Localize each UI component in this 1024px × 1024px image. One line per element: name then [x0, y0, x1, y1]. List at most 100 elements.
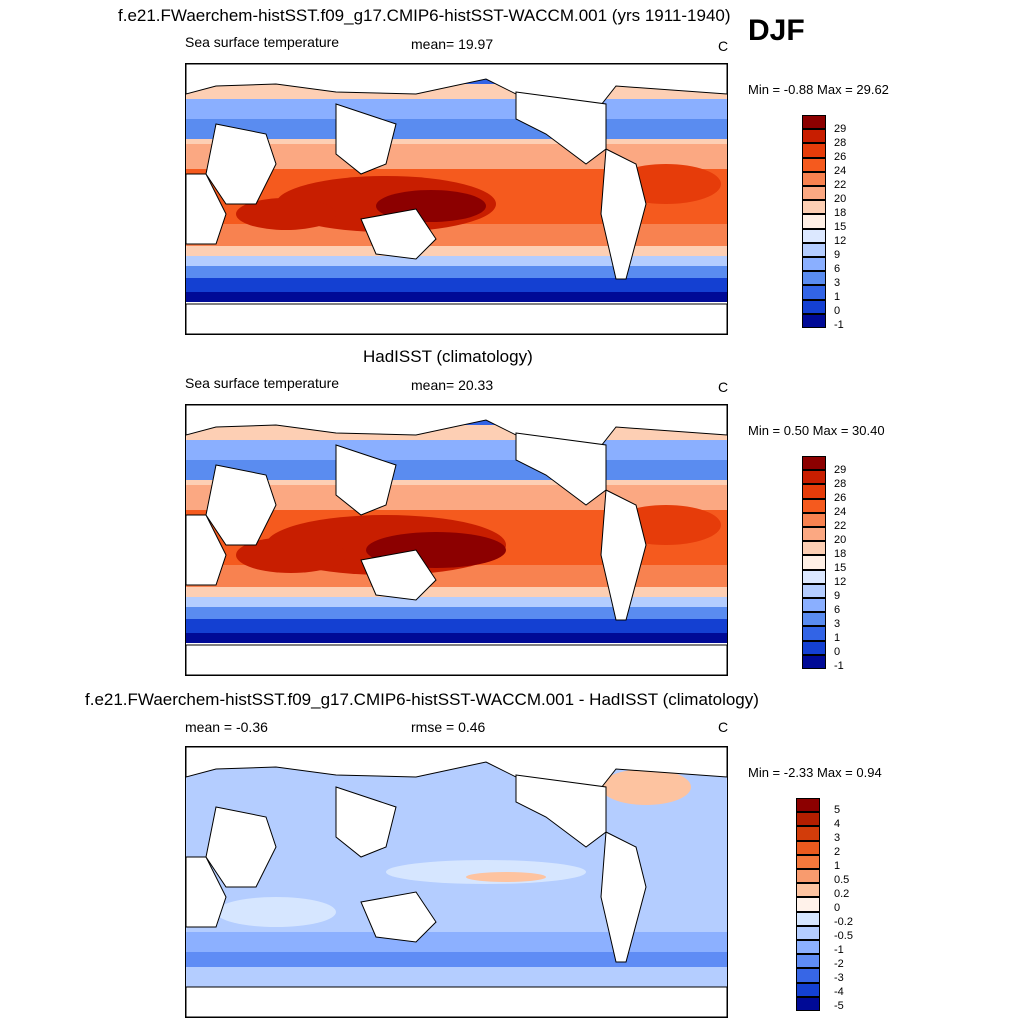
panel2-level-label: 29	[834, 464, 847, 476]
panel2-swatch	[802, 512, 826, 527]
panel2-level-label: 26	[834, 492, 847, 504]
panel2-level-label: 1	[834, 632, 841, 644]
panel3-diff-map	[185, 746, 728, 1018]
panel2-swatch	[802, 626, 826, 641]
panel2-level-label: 15	[834, 562, 847, 574]
panel1-level-label: 20	[834, 193, 847, 205]
panel2-variable-label: Sea surface temperature	[185, 375, 340, 391]
panel2-swatch	[802, 598, 826, 613]
panel3-swatch	[796, 826, 820, 841]
panel1-swatch	[802, 313, 826, 328]
panel2-swatch	[802, 470, 826, 485]
panel3-level-label: 5	[834, 804, 841, 816]
panel3-mean-label: mean = -0.36	[185, 719, 268, 735]
panel3-level-label: -0.5	[834, 930, 853, 942]
panel3-swatch	[796, 968, 820, 983]
panel1-swatch	[802, 257, 826, 272]
panel1-level-label: 28	[834, 137, 847, 149]
panel1-level-label: 0	[834, 305, 841, 317]
panel3-level-label: -5	[834, 1000, 844, 1012]
panel1-sst-map	[185, 63, 728, 335]
panel1-swatch	[802, 143, 826, 158]
panel3-swatch	[796, 883, 820, 898]
panel3-level-label: -2	[834, 958, 844, 970]
panel3-swatch	[796, 854, 820, 869]
panel1-swatch	[802, 271, 826, 286]
panel1-mean-label: mean= 19.97	[411, 36, 494, 52]
panel3-level-label: 0.5	[834, 874, 850, 886]
panel1-swatch	[802, 186, 826, 201]
panel1-swatch	[802, 228, 826, 243]
panel3-colorbar: 5 4 3 2 1 0.5 0.2 0 -0.2 -0.5 -1 -2 -3 -…	[796, 798, 856, 1012]
panel2-swatch	[802, 569, 826, 584]
panel3-rmse-label: rmse = 0.46	[411, 719, 486, 735]
panel1-swatch	[802, 115, 826, 130]
panel1-level-label: 29	[834, 123, 847, 135]
panel2-units-label: C	[718, 379, 729, 395]
panel1-swatch	[802, 299, 826, 314]
panel1-level-label: 6	[834, 263, 841, 275]
panel3-level-label: 3	[834, 832, 841, 844]
panel2-level-label: 24	[834, 506, 847, 518]
panel1-title: f.e21.FWaerchem-histSST.f09_g17.CMIP6-hi…	[118, 6, 731, 25]
panel2-swatch	[802, 484, 826, 499]
panel1-swatch	[802, 214, 826, 229]
panel3-level-label: -1	[834, 944, 844, 956]
panel2-level-label: 9	[834, 590, 841, 602]
panel1-variable-label: Sea surface temperature	[185, 34, 340, 50]
panel3-units-label: C	[718, 719, 729, 735]
panel1-level-label: 26	[834, 151, 847, 163]
panel3-level-label: 0.2	[834, 888, 850, 900]
panel2-swatch	[802, 527, 826, 542]
panel2-minmax-label: Min = 0.50 Max = 30.40	[748, 423, 885, 438]
panel1-level-label: 15	[834, 221, 847, 233]
panel1-swatch	[802, 242, 826, 257]
panel2-map-svg	[186, 405, 727, 675]
panel3-swatch	[796, 954, 820, 969]
panel2-swatch	[802, 612, 826, 627]
panel3-level-label: 2	[834, 846, 841, 858]
panel2-level-label: 6	[834, 604, 841, 616]
panel1-swatch	[802, 157, 826, 172]
panel1-level-label: 1	[834, 291, 841, 303]
panel1-map-svg	[186, 64, 727, 334]
panel3-swatch	[796, 925, 820, 940]
panel2-title: HadISST (climatology)	[363, 347, 533, 366]
panel1-level-label: 12	[834, 235, 847, 247]
panel3-level-label: -3	[834, 972, 844, 984]
panel1-level-label: 18	[834, 207, 847, 219]
panel2-swatch	[802, 456, 826, 471]
season-label: DJF	[748, 14, 805, 47]
panel2-level-label: 0	[834, 646, 841, 658]
panel1-minmax-label: Min = -0.88 Max = 29.62	[748, 82, 889, 97]
panel1-swatch	[802, 171, 826, 186]
panel1-colorbar: 29 28 26 24 22 20 18 15 12 9 6 3 1 0 -1	[802, 115, 862, 331]
panel2-swatch	[802, 640, 826, 655]
panel3-swatch	[796, 840, 820, 855]
panel3-title: f.e21.FWaerchem-histSST.f09_g17.CMIP6-hi…	[85, 690, 759, 709]
panel2-swatch	[802, 498, 826, 513]
panel1-units-label: C	[718, 38, 729, 54]
panel1-level-label: 3	[834, 277, 841, 289]
panel2-swatch	[802, 583, 826, 598]
panel1-level-label: 24	[834, 165, 847, 177]
panel2-level-label: 20	[834, 534, 847, 546]
panel2-level-label: -1	[834, 660, 844, 672]
panel2-swatch	[802, 541, 826, 556]
panel2-mean-label: mean= 20.33	[411, 377, 494, 393]
panel2-level-label: 28	[834, 478, 847, 490]
panel2-level-label: 22	[834, 520, 847, 532]
panel3-level-label: 1	[834, 860, 841, 872]
panel1-level-label: 9	[834, 249, 841, 261]
panel1-level-label: -1	[834, 319, 844, 331]
panel2-swatch	[802, 555, 826, 570]
panel3-level-label: -0.2	[834, 916, 853, 928]
panel3-minmax-label: Min = -2.33 Max = 0.94	[748, 765, 882, 780]
panel3-swatch	[796, 982, 820, 997]
panel2-colorbar: 29 28 26 24 22 20 18 15 12 9 6 3 1 0 -1	[802, 456, 862, 672]
panel2-sst-map	[185, 404, 728, 676]
panel1-swatch	[802, 200, 826, 215]
panel1-swatch	[802, 129, 826, 144]
panel3-swatch	[796, 940, 820, 955]
panel3-map-svg	[186, 747, 727, 1017]
